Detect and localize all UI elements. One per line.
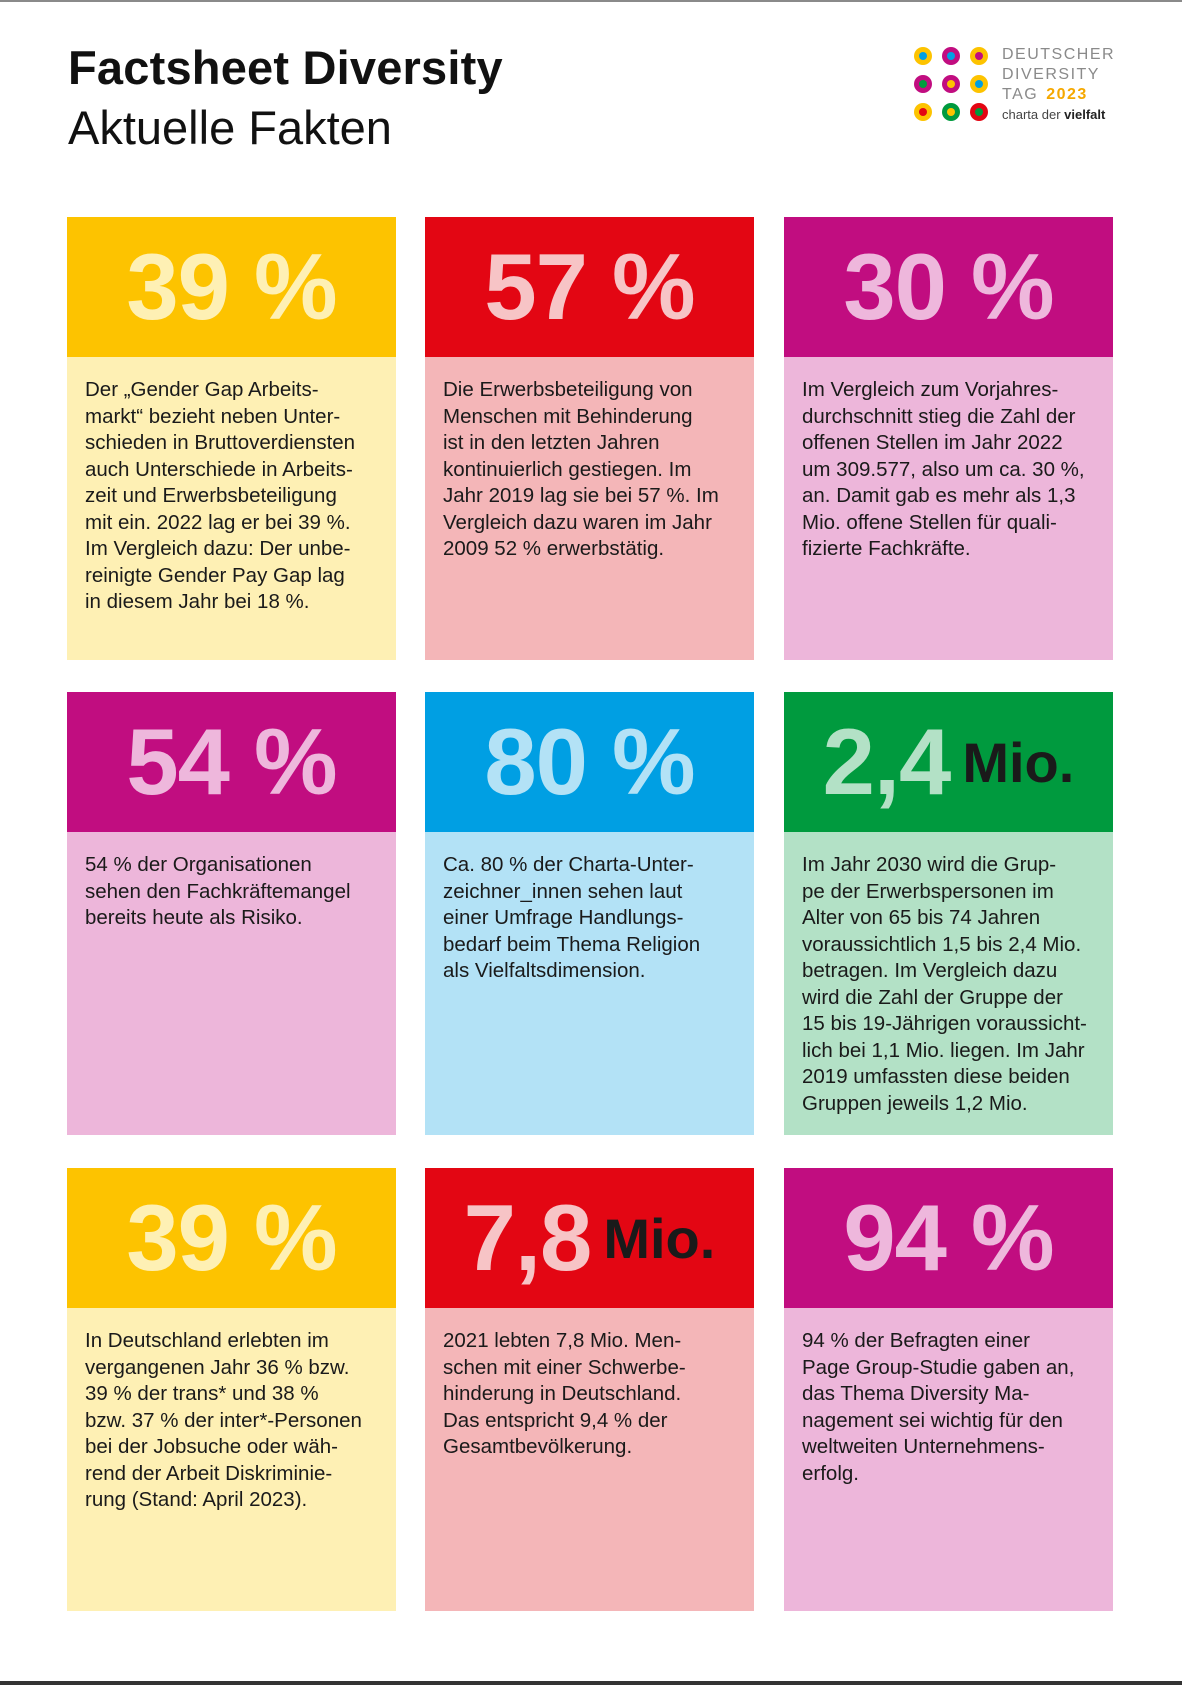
page-title: Factsheet Diversity bbox=[68, 41, 503, 94]
logo-dot bbox=[970, 103, 988, 121]
bottom-rule bbox=[0, 1681, 1182, 1685]
fact-value: 57 % bbox=[484, 234, 695, 339]
fact-card-header: 39 % bbox=[67, 1168, 396, 1308]
fact-text: Die Erwerbsbeteiligung von Menschen mit … bbox=[425, 357, 754, 660]
fact-value: 80 % bbox=[484, 709, 695, 814]
fact-card-header: 54 % bbox=[67, 692, 396, 832]
fact-card-header: 7,8 Mio. bbox=[425, 1168, 754, 1308]
fact-card-header: 2,4 Mio. bbox=[784, 692, 1113, 832]
fact-card-header: 94 % bbox=[784, 1168, 1113, 1308]
fact-card: 30 % Im Vergleich zum Vorjahres- durchsc… bbox=[784, 217, 1113, 660]
logo-dot bbox=[970, 75, 988, 93]
fact-text: Der „Gender Gap Arbeits- markt“ bezieht … bbox=[67, 357, 396, 660]
logo-dot bbox=[970, 47, 988, 65]
fact-text: 54 % der Organisationen sehen den Fachkr… bbox=[67, 832, 396, 1135]
logo-dot bbox=[914, 47, 932, 65]
logo-charta-bold: vielfalt bbox=[1064, 107, 1106, 122]
logo-dot bbox=[914, 75, 932, 93]
fact-card-header: 39 % bbox=[67, 217, 396, 357]
fact-value: 54 % bbox=[126, 709, 337, 814]
fact-text: In Deutschland erlebten im vergangenen J… bbox=[67, 1308, 396, 1611]
fact-card: 39 % In Deutschland erlebten im vergange… bbox=[67, 1168, 396, 1611]
fact-value: 39 % bbox=[126, 234, 337, 339]
fact-text: Im Vergleich zum Vorjahres- durchschnitt… bbox=[784, 357, 1113, 660]
fact-card-header: 30 % bbox=[784, 217, 1113, 357]
top-rule bbox=[0, 0, 1182, 2]
logo-wordmark: DEUTSCHER DIVERSITY TAG 2023 bbox=[1002, 45, 1115, 105]
logo-line-1: DEUTSCHER bbox=[1002, 46, 1116, 63]
fact-text: 94 % der Befragten einer Page Group-Stud… bbox=[784, 1308, 1113, 1611]
fact-card-header: 80 % bbox=[425, 692, 754, 832]
fact-card: 57 % Die Erwerbsbeteiligung von Menschen… bbox=[425, 217, 754, 660]
fact-value: 39 % bbox=[126, 1185, 337, 1290]
fact-value: 30 % bbox=[843, 234, 1054, 339]
logo-tag: TAG bbox=[1002, 86, 1039, 103]
fact-text: Ca. 80 % der Charta-Unter- zeichner_inne… bbox=[425, 832, 754, 1135]
fact-card: 54 % 54 % der Organisationen sehen den F… bbox=[67, 692, 396, 1135]
fact-unit: Mio. bbox=[962, 730, 1075, 794]
diversity-day-logo: DEUTSCHER DIVERSITY TAG 2023 charta der v… bbox=[910, 45, 1160, 125]
logo-dot bbox=[942, 75, 960, 93]
fact-card: 80 % Ca. 80 % der Charta-Unter- zeichner… bbox=[425, 692, 754, 1135]
fact-value: 94 % bbox=[843, 1185, 1054, 1290]
logo-charta: charta der vielfalt bbox=[1002, 107, 1105, 122]
logo-line-2: DIVERSITY bbox=[1002, 66, 1100, 83]
fact-text: 2021 lebten 7,8 Mio. Men- schen mit eine… bbox=[425, 1308, 754, 1611]
logo-dot bbox=[914, 103, 932, 121]
fact-card: 7,8 Mio. 2021 lebten 7,8 Mio. Men- schen … bbox=[425, 1168, 754, 1611]
logo-dot bbox=[942, 103, 960, 121]
fact-card: 94 % 94 % der Befragten einer Page Group… bbox=[784, 1168, 1113, 1611]
page-subtitle: Aktuelle Fakten bbox=[68, 101, 392, 154]
fact-value: 7,8 bbox=[463, 1185, 593, 1290]
logo-line-3: TAG 2023 bbox=[1002, 85, 1115, 105]
fact-card: 39 % Der „Gender Gap Arbeits- markt“ bez… bbox=[67, 217, 396, 660]
fact-card: 2,4 Mio. Im Jahr 2030 wird die Grup- pe d… bbox=[784, 692, 1113, 1135]
fact-text: Im Jahr 2030 wird die Grup- pe der Erwer… bbox=[784, 832, 1113, 1135]
logo-charta-prefix: charta der bbox=[1002, 107, 1065, 122]
fact-value: 2,4 bbox=[822, 709, 952, 814]
fact-card-header: 57 % bbox=[425, 217, 754, 357]
fact-unit: Mio. bbox=[603, 1206, 716, 1270]
logo-year: 2023 bbox=[1046, 86, 1088, 103]
logo-dot bbox=[942, 47, 960, 65]
